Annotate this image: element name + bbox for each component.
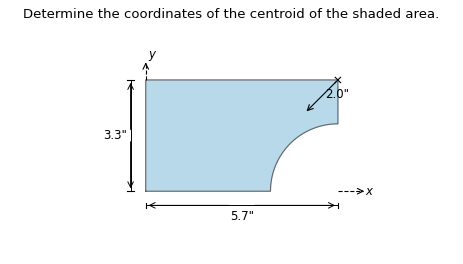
- Text: Determine the coordinates of the centroid of the shaded area.: Determine the coordinates of the centroi…: [23, 8, 440, 21]
- Text: 5.7": 5.7": [230, 210, 254, 223]
- Text: y: y: [148, 49, 155, 62]
- Text: 3.3": 3.3": [103, 129, 126, 142]
- Polygon shape: [146, 80, 338, 191]
- Text: x: x: [365, 185, 373, 198]
- Text: 2.0": 2.0": [325, 88, 349, 101]
